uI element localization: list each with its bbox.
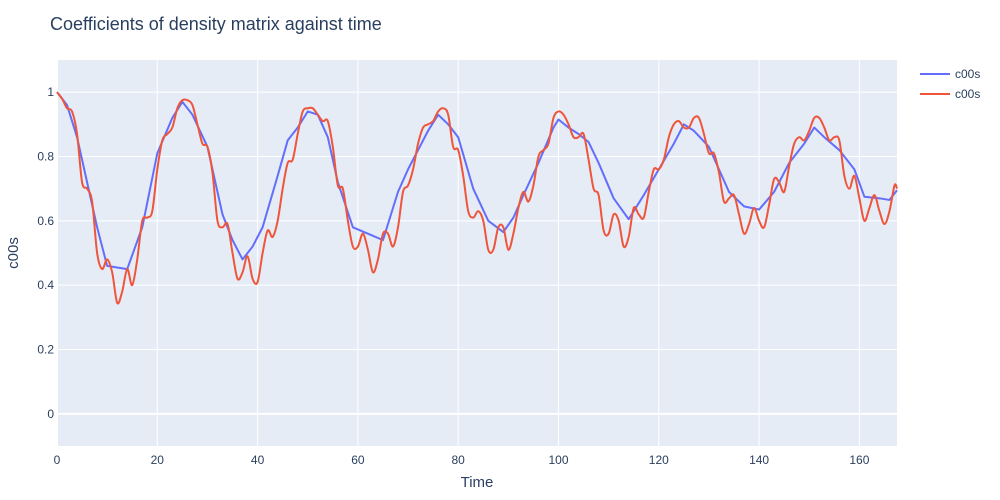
x-tick-label: 0	[54, 453, 61, 467]
legend-item[interactable]: c00s	[920, 87, 980, 101]
legend-label: c00s	[955, 67, 980, 81]
plot-area	[57, 60, 897, 446]
y-tick-label: 0	[47, 407, 54, 421]
chart-title: Coefficients of density matrix against t…	[50, 14, 382, 34]
x-tick-label: 40	[251, 453, 265, 467]
y-tick-label: 1	[47, 85, 54, 99]
y-tick-label: 0.2	[37, 343, 54, 357]
x-tick-label: 140	[749, 453, 769, 467]
x-tick-label: 80	[452, 453, 466, 467]
grid-lines	[56, 60, 897, 446]
series-line-1	[56, 91, 898, 271]
series-line-2	[56, 91, 898, 305]
x-tick-label: 20	[151, 453, 165, 467]
y-tick-label: 0.8	[37, 150, 54, 164]
x-axis-ticks: 0 20 40 60 80 100 120 140 160	[54, 453, 870, 467]
legend-item[interactable]: c00s	[920, 67, 980, 81]
y-tick-label: 0.6	[37, 214, 54, 228]
y-tick-label: 0.4	[37, 278, 54, 292]
series-lines	[56, 91, 898, 305]
y-axis-title: c00s	[5, 237, 22, 269]
legend[interactable]: c00s c00s	[920, 67, 980, 101]
x-axis-title: Time	[461, 474, 494, 491]
x-tick-label: 60	[351, 453, 365, 467]
x-tick-label: 120	[649, 453, 669, 467]
x-tick-label: 100	[548, 453, 568, 467]
legend-label: c00s	[955, 87, 980, 101]
x-tick-label: 160	[849, 453, 869, 467]
y-axis-ticks: 0 0.2 0.4 0.6 0.8 1	[37, 85, 54, 421]
